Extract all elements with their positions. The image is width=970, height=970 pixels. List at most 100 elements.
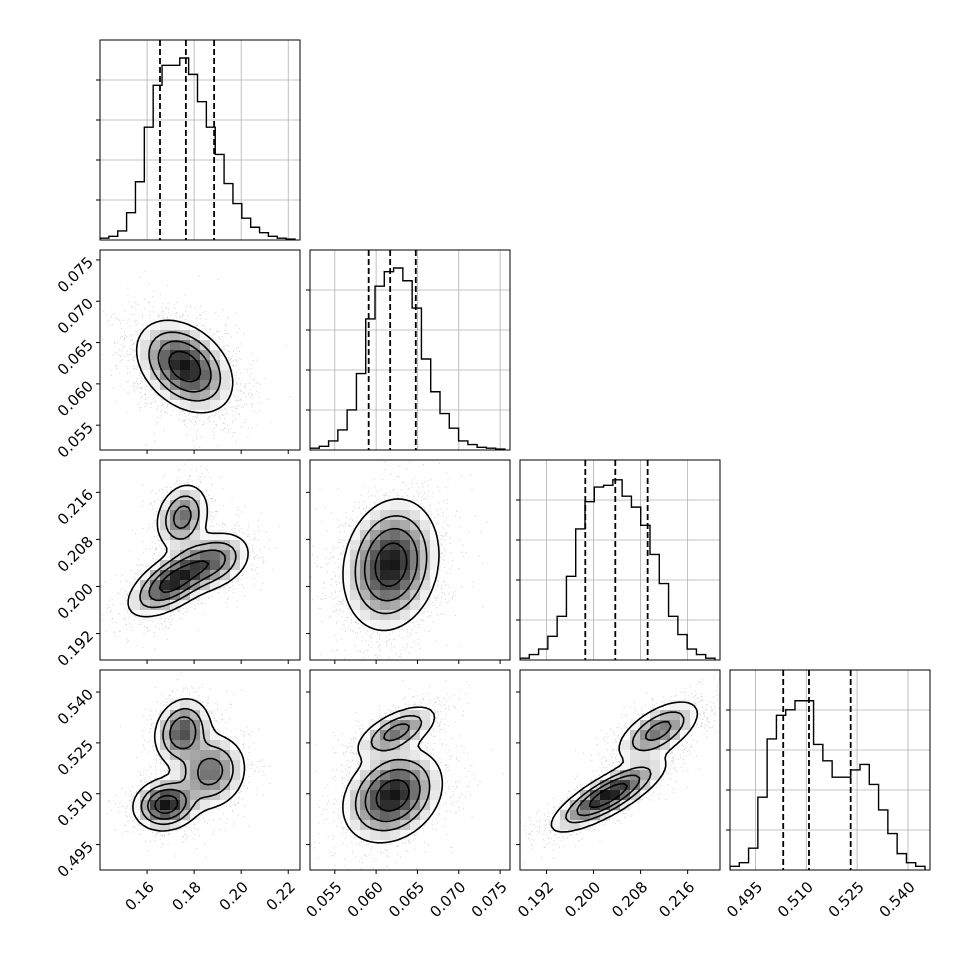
density-cell <box>150 810 161 821</box>
density-cell <box>380 780 391 791</box>
density-cell <box>370 780 381 791</box>
panel-frame <box>99 39 301 241</box>
x-tick-label: 0.055 <box>302 878 345 921</box>
panel-frame <box>729 669 931 871</box>
x-tick-label: 0.495 <box>723 878 766 921</box>
density-cell <box>370 750 381 761</box>
density-cell <box>220 530 231 541</box>
density-cell <box>190 790 201 801</box>
density-cell <box>620 740 631 751</box>
density-cell <box>200 340 211 351</box>
density-cell <box>420 560 431 571</box>
contour-line-1 <box>140 707 234 826</box>
density-cell <box>360 590 371 601</box>
density-cell <box>200 560 211 571</box>
density-cell <box>200 800 211 811</box>
y-tick-label: 0.060 <box>54 377 97 420</box>
density-cell <box>210 560 221 571</box>
density-cell <box>360 780 371 791</box>
density-cell <box>360 610 371 621</box>
density-cell <box>140 590 151 601</box>
scatter-panel-1-3 <box>306 669 511 874</box>
density-cell <box>380 510 391 521</box>
x-tick-label: 0.525 <box>825 878 868 921</box>
density-cell <box>410 730 421 741</box>
density-cell <box>370 770 381 781</box>
panel-content <box>100 460 280 650</box>
density-cell <box>210 360 221 371</box>
density-cell <box>240 550 251 561</box>
density-cell <box>550 820 561 831</box>
density-cell <box>640 770 651 781</box>
density-cell <box>390 610 401 621</box>
density-cell <box>200 530 211 541</box>
density-cell <box>170 820 181 831</box>
density-cell <box>410 780 421 791</box>
density-cell <box>350 600 361 611</box>
density-cell <box>200 780 211 791</box>
density-cell <box>220 790 231 801</box>
contour-line-2 <box>148 505 227 602</box>
density-cell <box>200 360 211 371</box>
density-cell <box>390 810 401 821</box>
density-cell <box>220 540 231 551</box>
density-cell <box>600 810 611 821</box>
density-cell <box>210 540 221 551</box>
density-cell <box>370 620 381 631</box>
density-cell <box>220 780 231 791</box>
scatter-panel-0-1 <box>96 249 301 454</box>
density-cell <box>360 730 371 741</box>
density-cell <box>190 570 201 581</box>
contour-line-1 <box>148 331 222 402</box>
density-cell <box>160 530 171 541</box>
density-cell <box>680 720 691 731</box>
density-cell <box>190 800 201 811</box>
scatter-points <box>100 271 291 448</box>
density-cell <box>210 570 221 581</box>
density-cell <box>140 350 151 361</box>
density-cell <box>350 540 361 551</box>
density-cell <box>340 800 351 811</box>
density-cell <box>380 790 391 801</box>
density-cell <box>650 710 661 721</box>
density-cell <box>420 570 431 581</box>
density-cell <box>150 780 161 791</box>
contour-line-0 <box>342 706 444 844</box>
density-cell <box>160 500 171 511</box>
density-cell <box>200 550 211 561</box>
density-cell <box>190 560 201 571</box>
density-cell <box>580 820 591 831</box>
density-cell <box>130 800 141 811</box>
density-cell <box>180 380 191 391</box>
density-cell <box>400 580 411 591</box>
panel-frame <box>99 459 301 661</box>
density-cell <box>360 530 371 541</box>
density-cell <box>180 580 191 591</box>
y-tick-label: 0.075 <box>54 253 97 296</box>
density-cell <box>220 750 231 761</box>
density-cell <box>140 610 151 621</box>
density-cell <box>160 350 171 361</box>
density-cell <box>200 540 211 551</box>
density-cell <box>410 560 421 571</box>
density-cell <box>170 600 181 611</box>
density-cell <box>390 510 401 521</box>
y-tick-label: 0.495 <box>54 838 97 881</box>
density-cell <box>190 380 201 391</box>
density-cell <box>160 520 171 531</box>
density-cell <box>390 620 401 631</box>
density-cell <box>220 370 231 381</box>
density-cell <box>170 530 181 541</box>
contour-line-0 <box>127 484 249 618</box>
density-cell <box>160 390 171 401</box>
histogram-step-1 <box>310 267 506 450</box>
density-cell <box>370 570 381 581</box>
density-cell <box>420 550 431 561</box>
density-cell <box>390 530 401 541</box>
density-cell <box>210 340 221 351</box>
density-cell <box>620 770 631 781</box>
density-cell <box>350 790 361 801</box>
density-cell <box>140 330 151 341</box>
density-cell <box>210 800 221 811</box>
density-cell <box>400 830 411 841</box>
